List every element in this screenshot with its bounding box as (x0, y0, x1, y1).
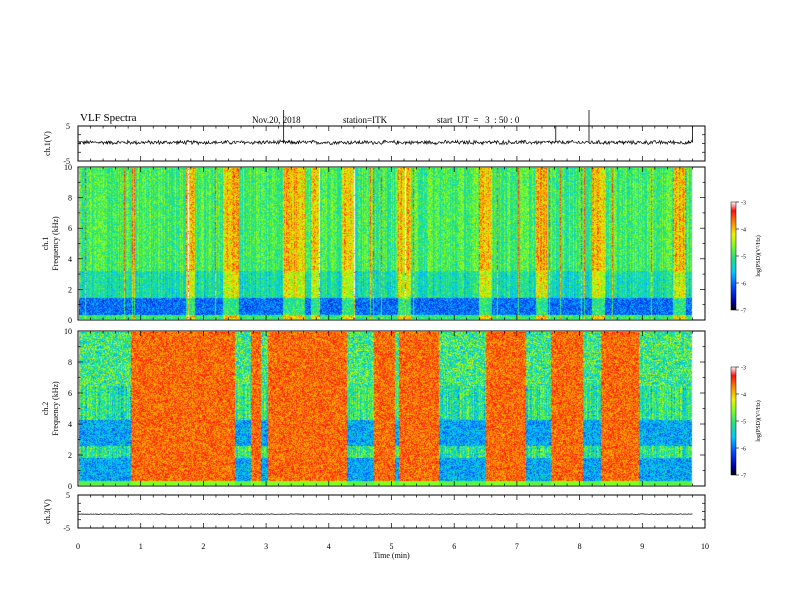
ch1-colorbar-tick-label: -3 (741, 201, 746, 207)
ch1-y-tick-label: -5 (63, 157, 70, 166)
x-tick-label: 0 (76, 542, 80, 551)
ch1-channel-label: ch.1 (41, 237, 50, 251)
ch2-freq-tick-label: 2 (68, 451, 72, 460)
x-tick-label: 1 (139, 542, 143, 551)
ch1-waveform-frame (77, 125, 706, 162)
ch2-colorbar-tick-label: -4 (741, 393, 746, 399)
ch1-freq-tick-label: 2 (68, 285, 72, 294)
ch1-freq-tick-label: 6 (68, 224, 72, 233)
ch2-freq-tick-label: 4 (68, 420, 72, 429)
ch2-freq-tick-label: 0 (68, 482, 72, 491)
ch3-y-axis-label: ch.3(V) (43, 499, 52, 524)
start-time-label: start UT = 3 : 50 : 0 (437, 115, 520, 125)
ch2-freq-tick-label: 8 (68, 358, 72, 367)
ch1-waveform-line (77, 139, 693, 146)
lines-layer (77, 110, 693, 515)
ch1-spectrogram-heatmap (79, 168, 704, 319)
ch1-colorbar-label: log(PSD)(V²/Hz) (755, 235, 762, 276)
x-tick-label: 9 (640, 542, 644, 551)
x-tick-label: 4 (327, 542, 331, 551)
ch1-freq-tick-label: 8 (68, 194, 72, 203)
ch2-channel-label: ch.2 (41, 402, 50, 416)
ch2-colorbar-label: log(PSD)(V²/Hz) (755, 400, 762, 441)
ch3-waveform-line (77, 513, 693, 515)
ch2-y-axis-label: Frequency (kHz) (51, 381, 60, 436)
x-axis-label: Time (min) (373, 551, 410, 560)
x-tick-label: 10 (701, 542, 709, 551)
ch3-y-tick-label: 5 (66, 491, 70, 500)
ch1-colorbar-tick-label: -5 (741, 255, 746, 261)
ch1-freq-tick-label: 10 (64, 163, 72, 172)
x-tick-label: 7 (515, 542, 519, 551)
ch2-colorbar-tick-label: -6 (741, 447, 746, 453)
ch2-colorbar-tick-label: -3 (741, 366, 746, 372)
ch1-colorbar-tick-label: -6 (741, 282, 746, 288)
ch1-colorbar-tick-label: -4 (741, 228, 746, 234)
station-label: station=ITK (343, 115, 388, 125)
ch1-freq-tick-label: 4 (68, 255, 72, 264)
x-tick-label: 3 (264, 542, 268, 551)
ch2-colorbar (730, 366, 737, 476)
ch2-colorbar-tick-label: -5 (741, 420, 746, 426)
ch1-y-axis-label: Frequency (kHz) (51, 216, 60, 271)
ch1-y-tick-label: 5 (66, 122, 70, 131)
ch1-y-axis-label: ch.1(V) (43, 131, 52, 156)
ch2-freq-tick-label: 10 (64, 327, 72, 336)
x-tick-label: 6 (452, 542, 456, 551)
chart-title: VLF Spectra (80, 112, 137, 124)
x-tick-label: 8 (578, 542, 582, 551)
ch3-y-tick-label: -5 (63, 524, 70, 533)
ch2-freq-tick-label: 6 (68, 389, 72, 398)
x-tick-label: 5 (390, 542, 394, 551)
ch1-freq-tick-label: 0 (68, 316, 72, 325)
ch1-colorbar (730, 201, 737, 311)
ch2-colorbar-tick-label: -7 (741, 474, 746, 480)
date-label: Nov.20, 2018 (252, 115, 301, 125)
ch1-colorbar-tick-label: -7 (741, 309, 746, 315)
ch2-spectrogram-heatmap (79, 332, 704, 485)
x-tick-label: 2 (201, 542, 205, 551)
